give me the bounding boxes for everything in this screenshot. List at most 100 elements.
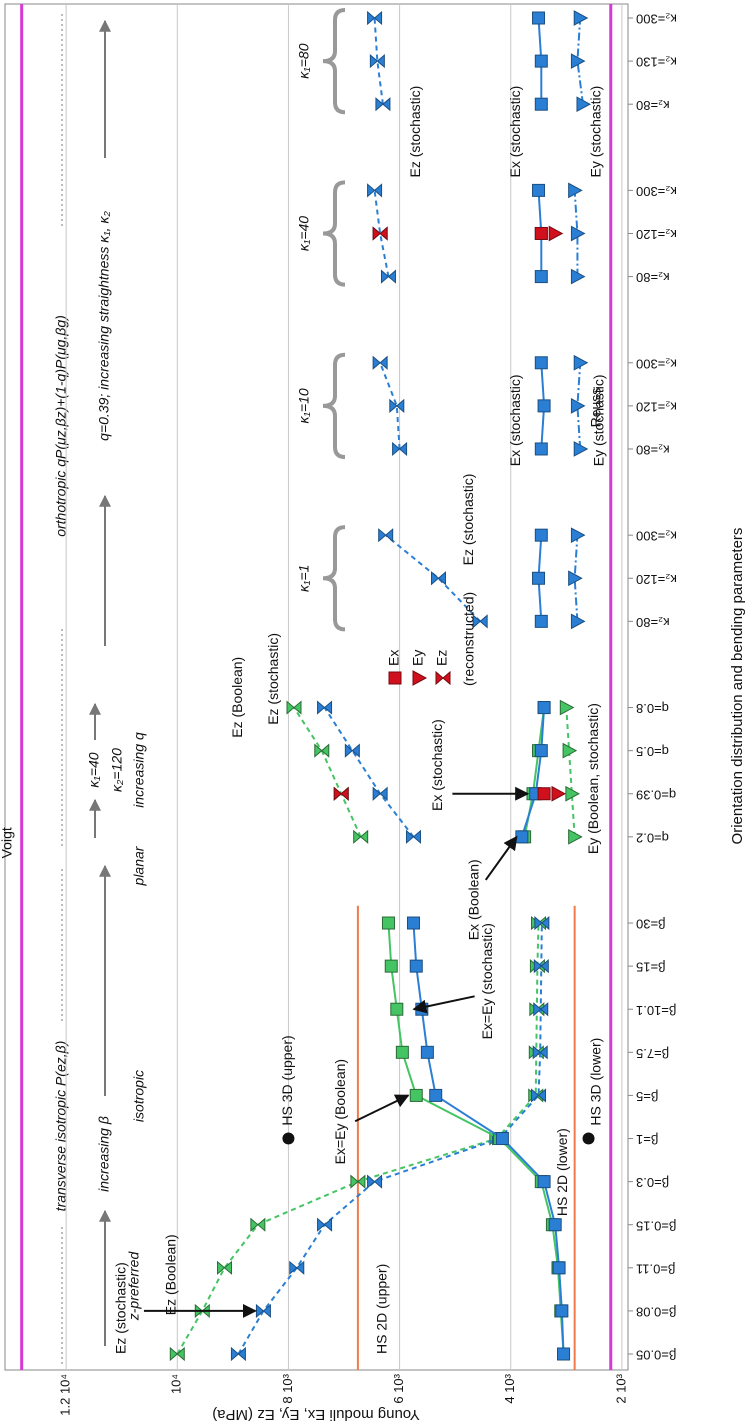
x-tick-label: κ₂=130 (636, 55, 677, 70)
x-tick-label: κ₂=80 (636, 443, 670, 458)
x-tick-label: β=0.15 (636, 1218, 676, 1233)
series-label: Ex=Ey (stochastic) (479, 923, 495, 1039)
x-axis-title: Orientation distribution and bending par… (729, 528, 746, 845)
data-point (230, 1346, 246, 1362)
data-point (532, 183, 546, 197)
data-point (390, 1002, 404, 1016)
data-point (217, 1260, 233, 1275)
data-point (367, 183, 383, 198)
x-tick-label: β=1 (636, 1132, 658, 1147)
data-point (534, 97, 548, 111)
series-line (387, 707, 565, 1355)
x-tick-label: κ₂=300 (636, 184, 677, 199)
data-point (314, 743, 330, 758)
data-point (537, 787, 551, 801)
annotation: Ez (Boolean) (229, 657, 245, 738)
series-line (237, 17, 543, 1355)
x-tick-label: β=10.1 (636, 1003, 676, 1018)
header-text: q=0.39; increasing straightness κ₁, κ₂ (96, 211, 112, 441)
data-point (406, 916, 420, 930)
reference-point (582, 1132, 595, 1145)
x-tick-label: β=5 (636, 1089, 658, 1104)
data-point (289, 1260, 305, 1275)
x-tick-label: q=0.8 (636, 701, 669, 716)
data-point (534, 528, 548, 542)
data-point (384, 959, 398, 973)
data-point (534, 744, 548, 758)
data-point (532, 1045, 548, 1060)
data-point (372, 786, 388, 801)
data-point (568, 182, 583, 199)
legend-swatch (412, 670, 428, 686)
data-point (562, 742, 578, 759)
series-label: Reuss (588, 388, 604, 428)
x-tick-label: κ₂=300 (636, 12, 677, 27)
group-label: κ₁=1 (296, 565, 312, 592)
series-label: Ez (Boolean) (162, 1234, 178, 1315)
annotation: Ez (stochastic) (460, 474, 476, 566)
data-point (555, 1304, 569, 1318)
data-point (570, 268, 586, 285)
data-point (333, 786, 349, 801)
data-point (559, 699, 575, 716)
data-point (378, 528, 394, 543)
x-tick-label: κ₂=300 (636, 529, 677, 544)
group-label: κ₁=80 (296, 43, 312, 78)
data-point (552, 1261, 566, 1275)
x-tick-label: κ₂=120 (636, 572, 677, 587)
data-point (317, 700, 333, 715)
data-point (537, 399, 551, 413)
x-tick-label: q=0.39 (636, 787, 676, 802)
data-point (515, 830, 529, 844)
header-text: isotropic (131, 1070, 147, 1122)
data-point (409, 959, 423, 973)
data-point (551, 785, 567, 802)
series-label: Ex=Ey (Boolean) (332, 1059, 348, 1164)
data-point (495, 1132, 509, 1146)
header-text: κ₁=40 (86, 752, 102, 787)
group-label: κ₁=40 (296, 216, 312, 251)
reference-point (282, 1132, 295, 1145)
data-point (534, 442, 548, 456)
data-point (548, 1218, 562, 1232)
data-point (367, 1174, 383, 1189)
series-label: Ez (stochastic) (112, 1262, 128, 1354)
data-point (420, 1045, 434, 1059)
series-line (412, 17, 565, 1355)
header-text: planar (131, 845, 147, 886)
x-tick-label: κ₂=300 (636, 356, 677, 371)
legend-swatch (388, 671, 402, 685)
series-line (565, 707, 576, 837)
y-tick-label: 2 10³ (613, 1373, 628, 1403)
x-tick-label: β=7.5 (636, 1046, 669, 1061)
series-label: HS 2D (lower) (554, 1128, 570, 1216)
data-point (534, 356, 548, 370)
data-point (532, 11, 546, 25)
legend-swatch (435, 670, 451, 686)
annotation: Ez (stochastic) (265, 633, 281, 725)
data-point (350, 1174, 366, 1189)
data-point (344, 743, 360, 758)
header-text: transverse isotropic P(ez,β) (53, 1041, 69, 1212)
x-tick-label: β=0.3 (636, 1175, 669, 1190)
data-point (369, 54, 385, 69)
brace (322, 352, 346, 459)
data-point (570, 53, 586, 69)
data-point (372, 226, 388, 241)
brace (322, 8, 346, 115)
annotation-arrow (354, 1094, 410, 1123)
data-point (429, 1088, 443, 1102)
header-text: κ₂=120 (109, 748, 125, 792)
data-point (534, 54, 548, 68)
x-tick-label: κ₂=120 (636, 399, 677, 414)
data-point (573, 10, 589, 26)
data-point (537, 701, 551, 715)
series-label: HS 2D (upper) (374, 1264, 390, 1354)
data-point (534, 270, 548, 284)
data-point (250, 1217, 266, 1232)
annotation: Ex (stochastic) (429, 719, 445, 811)
x-tick-label: β=15 (636, 960, 666, 975)
data-point (570, 398, 586, 414)
header-text: increasing β (96, 1116, 112, 1192)
data-point (534, 614, 548, 628)
